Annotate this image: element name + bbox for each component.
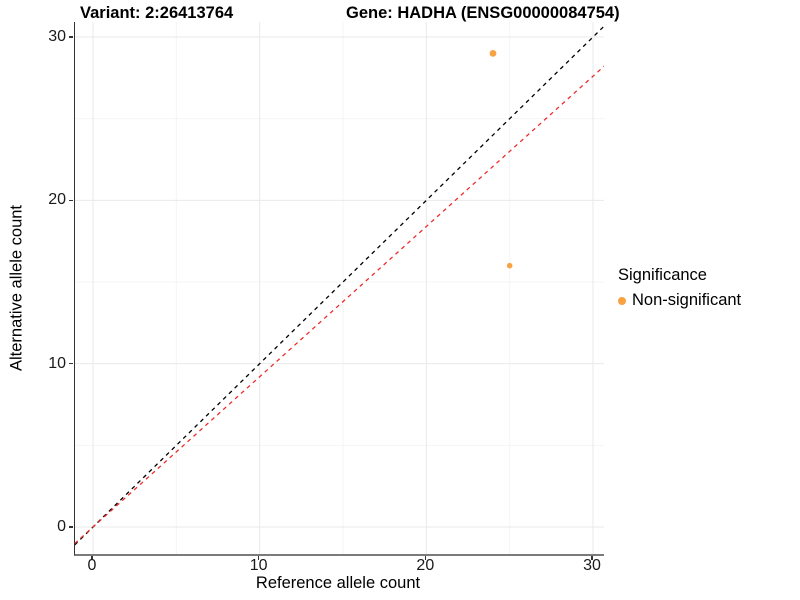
x-tick-label: 10: [249, 557, 268, 574]
y-tick-label: 10: [48, 354, 66, 372]
legend-item-non-significant: Non-significant: [618, 291, 741, 310]
x-tick-label: 20: [416, 557, 435, 574]
legend-point-icon: [618, 296, 626, 305]
y-tick-label: 30: [48, 28, 66, 45]
plot-panel: [74, 22, 604, 556]
x-tick-label: 0: [87, 557, 97, 574]
y-tick-mark: [68, 526, 73, 528]
expected-ratio-line: [75, 65, 604, 545]
legend-title: Significance: [618, 266, 707, 284]
x-tick-mark: [91, 556, 93, 560]
y-tick-label: 0: [57, 518, 66, 535]
x-tick-mark: [591, 556, 593, 560]
x-axis-label: Reference allele count: [255, 574, 421, 592]
data-point: [506, 262, 513, 269]
x-tick-label: 30: [583, 557, 601, 574]
data-point: [489, 49, 497, 57]
legend: Significance Non-significant: [618, 266, 741, 310]
y-tick-mark: [68, 36, 73, 38]
x-tick-mark: [424, 556, 427, 560]
y-tick-mark: [68, 362, 73, 365]
plot-title-variant: Variant: 2:26413764: [80, 4, 234, 22]
y-tick-mark: [68, 199, 73, 202]
plot-title-gene: Gene: HADHA (ENSG00000084754): [346, 4, 620, 22]
x-tick-mark: [257, 556, 260, 560]
legend-item-label: Non-significant: [632, 291, 742, 309]
identity-line: [75, 25, 604, 546]
y-tick-label: 20: [48, 191, 66, 209]
